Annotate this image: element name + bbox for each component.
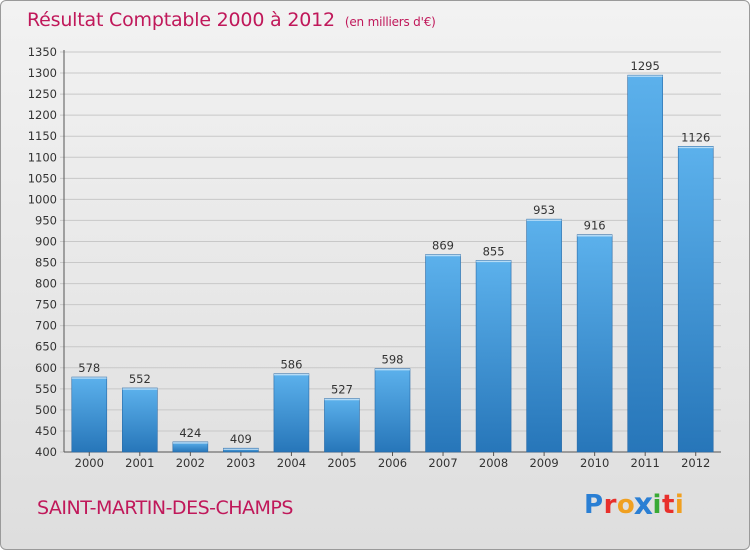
y-tick-label: 1200	[28, 108, 57, 122]
y-tick-label: 800	[35, 277, 57, 291]
y-tick-label: 700	[35, 319, 57, 333]
y-tick-label: 1350	[28, 45, 57, 59]
x-axis: 2000 2001 2002 2003 2004 2005 2006 2007 2008 2009…	[75, 452, 710, 470]
logo-letter: t	[661, 490, 675, 520]
proxiti-logo: Proxiti	[584, 487, 685, 523]
data-label-2008: 855	[483, 244, 505, 258]
y-tick-label: 1250	[28, 87, 57, 101]
logo-letter: o	[616, 490, 636, 520]
data-label-2010: 916	[584, 219, 606, 233]
bar-2012	[677, 146, 714, 453]
logo-letter: i	[652, 490, 662, 520]
logo-letter: x	[633, 487, 654, 523]
data-label-2005: 527	[331, 383, 353, 397]
bar-2001	[122, 387, 158, 453]
x-tick-label-2004: 2004	[277, 456, 306, 470]
data-labels: 578 552 424 409 586 527 598 869 855 953 916 1295 112…	[78, 59, 710, 446]
bar-2000	[71, 376, 108, 453]
y-tick-label: 1000	[28, 192, 57, 206]
y-tick-label: 1300	[28, 66, 57, 80]
y-tick-label: 650	[35, 340, 57, 354]
bar-2011	[627, 74, 663, 453]
bar-2009	[526, 218, 562, 453]
chart-subtitle: (en milliers d'€)	[344, 15, 436, 29]
bars	[71, 74, 714, 453]
data-label-2012: 1126	[681, 130, 710, 144]
data-label-2006: 598	[382, 353, 404, 367]
data-label-2001: 552	[129, 372, 151, 386]
y-tick-label: 850	[35, 256, 57, 270]
logo-letter: P	[584, 490, 604, 520]
x-tick-label-2006: 2006	[378, 456, 407, 470]
x-tick-label-2002: 2002	[176, 456, 205, 470]
bar-2006	[374, 368, 411, 453]
data-label-2004: 586	[280, 358, 302, 372]
x-tick-label-2011: 2011	[631, 456, 660, 470]
data-label-2000: 578	[78, 361, 100, 375]
x-tick-label-2012: 2012	[681, 456, 710, 470]
x-tick-label-2001: 2001	[125, 456, 154, 470]
data-label-2002: 424	[179, 426, 201, 440]
y-tick-label: 950	[35, 213, 57, 227]
y-tick-label: 450	[35, 424, 57, 438]
x-tick-label-2003: 2003	[226, 456, 255, 470]
bar-2007	[425, 254, 461, 453]
logo-letter: i	[674, 490, 685, 520]
x-tick-label-2000: 2000	[75, 456, 104, 470]
y-tick-label: 900	[35, 234, 57, 248]
y-tick-label: 500	[35, 403, 57, 417]
data-label-2007: 869	[432, 239, 454, 253]
y-tick-label: 1100	[28, 150, 57, 164]
x-tick-label-2007: 2007	[428, 456, 457, 470]
bar-2010	[576, 234, 613, 453]
logo-letter: r	[603, 490, 617, 520]
y-tick-label: 1150	[28, 129, 57, 143]
chart-title: Résultat Comptable 2000 à 2012 (en millie…	[27, 9, 436, 31]
x-tick-label-2005: 2005	[327, 456, 356, 470]
y-tick-label: 400	[35, 445, 57, 459]
bar-2004	[273, 373, 310, 453]
y-axis: 400 450 500 550 600 650 700 750 800 850 900 950 1000…	[28, 45, 721, 459]
y-tick-label: 1050	[28, 171, 57, 185]
y-tick-label: 600	[35, 361, 57, 375]
bar-2008	[475, 260, 512, 453]
chart-title-text: Résultat Comptable 2000 à 2012	[27, 9, 335, 31]
data-label-2011: 1295	[631, 59, 660, 73]
y-tick-label: 750	[35, 298, 57, 312]
data-label-2003: 409	[230, 432, 252, 446]
commune-name: SAINT-MARTIN-DES-CHAMPS	[37, 497, 293, 519]
x-tick-label-2009: 2009	[529, 456, 558, 470]
y-tick-label: 550	[35, 382, 57, 396]
bar-2005	[324, 398, 360, 453]
data-label-2009: 953	[533, 203, 555, 217]
x-tick-label-2010: 2010	[580, 456, 609, 470]
x-tick-label-2008: 2008	[479, 456, 508, 470]
